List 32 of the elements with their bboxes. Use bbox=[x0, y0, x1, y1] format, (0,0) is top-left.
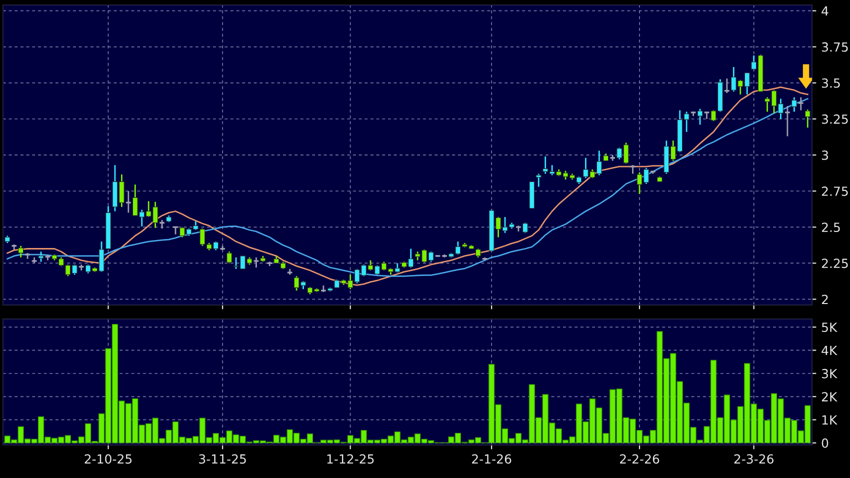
y-tick-label: 2.5 bbox=[822, 222, 840, 232]
y-tick-label: 5K bbox=[822, 322, 838, 332]
x-tick-label: 2-1-26 bbox=[472, 454, 512, 464]
y-tick-label: 4 bbox=[822, 6, 828, 16]
y-tick-label: 3.25 bbox=[822, 114, 848, 124]
candlestick bbox=[38, 250, 44, 262]
candlestick bbox=[18, 245, 24, 258]
y-tick-label: 3 bbox=[822, 150, 828, 160]
candlestick bbox=[536, 173, 542, 188]
y-tick-label: 2K bbox=[822, 392, 838, 402]
candlestick bbox=[697, 108, 703, 126]
candlestick bbox=[724, 78, 730, 94]
x-tick-label: 2-10-25 bbox=[84, 454, 132, 464]
x-tick-label: 1-12-25 bbox=[327, 454, 374, 464]
y-tick-label: 2.75 bbox=[822, 186, 848, 196]
y-tick-label: 1K bbox=[822, 415, 838, 425]
x-tick-label: 2-3-26 bbox=[734, 454, 774, 464]
y-tick-label: 2 bbox=[822, 294, 828, 304]
y-tick-label: 4K bbox=[822, 346, 838, 356]
y-tick-label: 2.25 bbox=[822, 258, 848, 268]
candlestick bbox=[125, 190, 132, 214]
y-tick-label: 0 bbox=[822, 438, 828, 448]
candlestick bbox=[798, 96, 804, 111]
y-tick-label: 3K bbox=[822, 368, 838, 378]
y-tick-label: 3.75 bbox=[822, 42, 848, 52]
x-tick-label: 3-11-25 bbox=[199, 454, 246, 464]
candlestick bbox=[791, 96, 797, 112]
candlestick bbox=[252, 256, 260, 268]
y-tick-label: 3.5 bbox=[822, 78, 840, 88]
candlestick bbox=[804, 108, 810, 128]
x-tick-label: 2-2-26 bbox=[620, 454, 660, 464]
candlestick bbox=[784, 105, 791, 137]
